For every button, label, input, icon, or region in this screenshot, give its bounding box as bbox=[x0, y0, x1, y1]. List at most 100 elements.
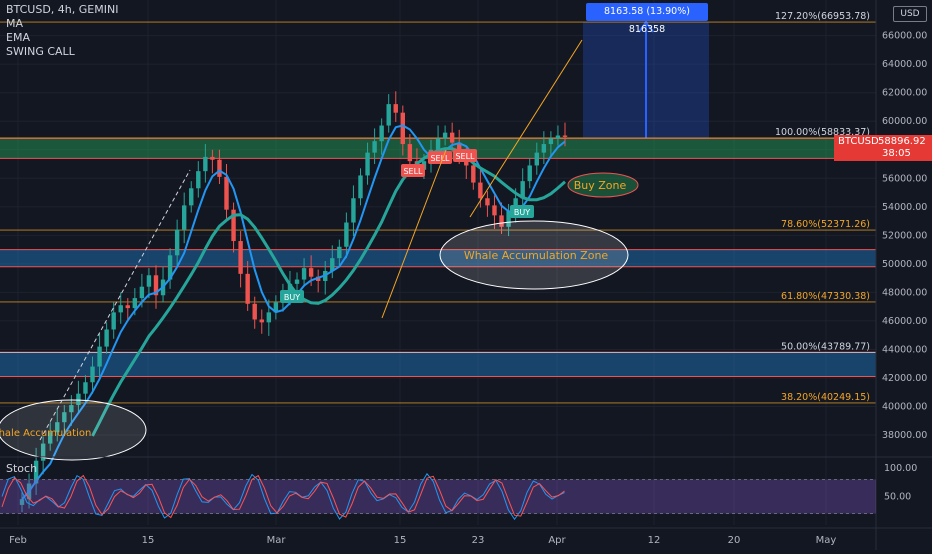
swing-line bbox=[91, 147, 566, 437]
candle-body bbox=[365, 152, 370, 176]
price-axis-tick: 50000.00 bbox=[882, 259, 927, 270]
fib-label: 127.20%(66953.78) bbox=[775, 11, 870, 22]
signal-tag bbox=[401, 164, 425, 177]
candle-body bbox=[139, 286, 145, 299]
currency-button[interactable]: USD bbox=[893, 6, 927, 22]
candle-body bbox=[562, 135, 568, 137]
candle-body bbox=[294, 279, 300, 284]
candle-body bbox=[344, 222, 349, 247]
indicator-ema-label[interactable]: EMA bbox=[6, 31, 30, 44]
fib-label: 100.00%(58833.37) bbox=[775, 127, 870, 138]
time-axis-tick: 15 bbox=[142, 535, 155, 546]
time-axis-tick: 23 bbox=[472, 535, 485, 546]
candle-body bbox=[125, 305, 130, 309]
candle-body bbox=[90, 366, 95, 383]
candle-body bbox=[337, 246, 342, 259]
candle-body bbox=[83, 382, 88, 394]
measure-label: 8163.58 (13.90%) 816358 bbox=[586, 3, 708, 35]
fib-label: 50.00%(43789.77) bbox=[781, 341, 870, 352]
signal-tag-label: SELL bbox=[430, 154, 450, 163]
time-axis-tick: Apr bbox=[548, 535, 566, 546]
candle-body bbox=[287, 283, 293, 294]
candle-body bbox=[203, 156, 208, 172]
candle-body bbox=[301, 268, 307, 280]
candle-body bbox=[457, 142, 462, 153]
candle-body bbox=[520, 181, 525, 199]
price-axis-tick: 40000.00 bbox=[882, 402, 927, 413]
price-axis-tick: 42000.00 bbox=[882, 373, 927, 384]
candle-body bbox=[196, 171, 201, 189]
signal-tag-label: SELL bbox=[455, 152, 475, 161]
buy-zone-ellipse bbox=[567, 172, 639, 198]
candle-body bbox=[189, 188, 194, 206]
whale-zone-label: Whale Accumulation Zone bbox=[464, 249, 609, 262]
candle-body bbox=[492, 205, 497, 216]
price-axis-tick: 44000.00 bbox=[882, 344, 927, 355]
candle-body bbox=[174, 229, 180, 256]
candle-body bbox=[548, 138, 554, 145]
candle-body bbox=[69, 405, 74, 413]
candle-body bbox=[555, 135, 561, 139]
candle-body bbox=[40, 443, 46, 461]
stoch-label: Stoch bbox=[6, 462, 38, 475]
whale-accum-label: Whale Accumulation bbox=[0, 428, 91, 439]
candle-body bbox=[513, 198, 518, 212]
stoch-axis-tick: 50.00 bbox=[884, 492, 911, 503]
price-axis-tick: 56000.00 bbox=[882, 173, 927, 184]
candle-body bbox=[167, 255, 173, 280]
candle-body bbox=[97, 346, 102, 367]
buy-zone-label: Buy Zone bbox=[574, 179, 627, 192]
candle-body bbox=[181, 205, 187, 230]
candle-body bbox=[379, 125, 384, 142]
signal-tag-label: BUY bbox=[514, 208, 530, 217]
candle-body bbox=[534, 152, 539, 166]
price-axis-tick: 62000.00 bbox=[882, 88, 927, 99]
zone-band bbox=[0, 352, 876, 377]
time-axis-tick: 20 bbox=[728, 535, 741, 546]
indicator-swing-label[interactable]: SWING CALL bbox=[6, 45, 75, 58]
signal-tag bbox=[510, 205, 534, 218]
candle-body bbox=[386, 104, 391, 126]
price-tag: BTCUSD58896.92 38:05 bbox=[834, 135, 932, 161]
candle-body bbox=[252, 303, 257, 320]
symbol-title: BTCUSD, 4h, GEMINI bbox=[6, 3, 119, 16]
fib-label: 78.60%(52371.26) bbox=[781, 219, 870, 230]
stoch-d-line bbox=[1, 474, 565, 519]
candle-body bbox=[485, 198, 490, 206]
candle-body bbox=[259, 319, 264, 323]
price-tag-symbol: BTCUSD bbox=[838, 136, 879, 147]
candle-body bbox=[266, 312, 272, 323]
time-axis-tick: May bbox=[816, 535, 837, 546]
price-axis-tick: 48000.00 bbox=[882, 287, 927, 298]
candle-body bbox=[506, 211, 511, 227]
candle-body bbox=[210, 156, 215, 160]
candle-body bbox=[499, 215, 504, 227]
candle-body bbox=[153, 275, 159, 296]
candle-body bbox=[351, 198, 356, 223]
candle-body bbox=[111, 312, 116, 330]
candle-body bbox=[541, 144, 547, 153]
signal-tag bbox=[453, 149, 477, 162]
candle-body bbox=[330, 258, 335, 272]
price-tag-countdown: 38:05 bbox=[882, 148, 911, 159]
indicator-ma-label[interactable]: MA bbox=[6, 17, 24, 30]
price-axis-tick: 52000.00 bbox=[882, 230, 927, 241]
price-axis-tick: 60000.00 bbox=[882, 116, 927, 127]
candle-body bbox=[55, 422, 60, 433]
candle-body bbox=[104, 329, 109, 347]
signal-tag bbox=[428, 151, 452, 164]
candle-body bbox=[62, 412, 67, 423]
price-axis-tick: 38000.00 bbox=[882, 430, 927, 441]
candle-body bbox=[19, 499, 25, 505]
candle-body bbox=[217, 159, 222, 177]
trend-arrow bbox=[469, 39, 583, 218]
candle-body bbox=[48, 432, 53, 444]
price-axis-tick: 54000.00 bbox=[882, 202, 927, 213]
candle-body bbox=[118, 305, 123, 313]
candle-body bbox=[471, 165, 476, 183]
time-axis-tick: 12 bbox=[648, 535, 661, 546]
candle-body bbox=[478, 182, 483, 199]
candle-body bbox=[273, 302, 279, 313]
